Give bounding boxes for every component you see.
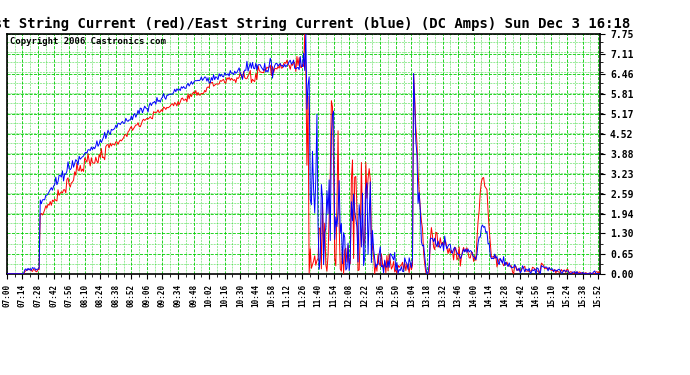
Title: West String Current (red)/East String Current (blue) (DC Amps) Sun Dec 3 16:18: West String Current (red)/East String Cu…	[0, 17, 630, 31]
Text: Copyright 2006 Castronics.com: Copyright 2006 Castronics.com	[10, 38, 166, 46]
